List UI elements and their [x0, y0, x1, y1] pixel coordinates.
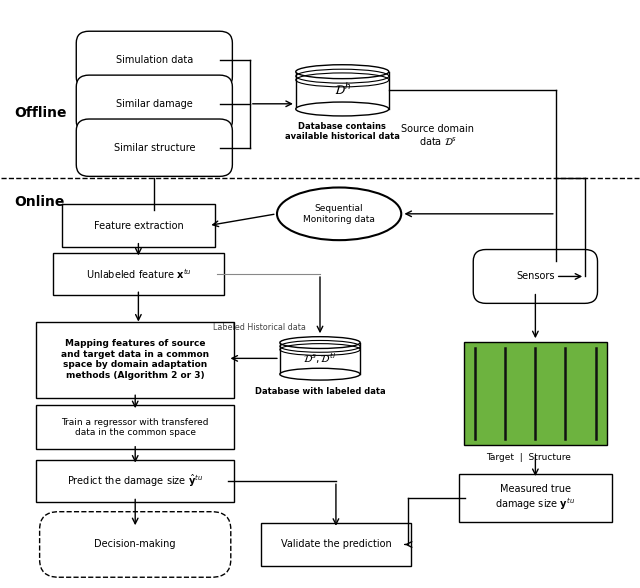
Text: Database with labeled data: Database with labeled data: [255, 387, 385, 396]
Text: Predict the damage size $\hat{\mathbf{y}}^{tu}$: Predict the damage size $\hat{\mathbf{y}…: [67, 473, 204, 489]
Ellipse shape: [277, 188, 401, 240]
Text: Similar structure: Similar structure: [113, 143, 195, 153]
Text: Measured true
damage size $\mathbf{y}^{tu}$: Measured true damage size $\mathbf{y}^{t…: [495, 483, 575, 512]
FancyBboxPatch shape: [36, 460, 234, 502]
FancyBboxPatch shape: [36, 406, 234, 449]
Text: Offline: Offline: [14, 106, 67, 119]
Text: Train a regressor with transfered
data in the common space: Train a regressor with transfered data i…: [61, 417, 209, 437]
Text: Online: Online: [14, 195, 65, 209]
FancyBboxPatch shape: [62, 205, 215, 246]
Text: Unlabeled feature $\mathbf{x}^{tu}$: Unlabeled feature $\mathbf{x}^{tu}$: [86, 267, 191, 281]
Ellipse shape: [296, 65, 389, 79]
FancyBboxPatch shape: [76, 75, 232, 132]
Text: Similar damage: Similar damage: [116, 99, 193, 109]
FancyBboxPatch shape: [40, 512, 231, 577]
Bar: [296, 72, 389, 109]
FancyBboxPatch shape: [473, 249, 598, 303]
Text: Labeled Historical data: Labeled Historical data: [213, 323, 306, 332]
FancyBboxPatch shape: [36, 322, 234, 397]
FancyBboxPatch shape: [261, 523, 411, 566]
Text: Sequential
Monitoring data: Sequential Monitoring data: [303, 204, 375, 223]
Text: Simulation data: Simulation data: [116, 55, 193, 65]
Ellipse shape: [296, 102, 389, 116]
Text: Feature extraction: Feature extraction: [93, 220, 183, 230]
FancyBboxPatch shape: [76, 119, 232, 176]
Text: Decision-making: Decision-making: [95, 539, 176, 549]
Text: $\mathcal{D}^s, \mathcal{D}^{tl}$: $\mathcal{D}^s, \mathcal{D}^{tl}$: [303, 351, 337, 366]
Text: Sensors: Sensors: [516, 272, 555, 282]
Text: Source domain
data $\mathcal{D}^s$: Source domain data $\mathcal{D}^s$: [401, 123, 474, 148]
Bar: [464, 342, 607, 445]
FancyBboxPatch shape: [53, 253, 224, 295]
Text: Database contains
available historical data: Database contains available historical d…: [285, 122, 400, 141]
Ellipse shape: [280, 337, 360, 349]
FancyBboxPatch shape: [459, 474, 612, 522]
Bar: [280, 343, 360, 374]
Ellipse shape: [280, 368, 360, 380]
Text: Mapping features of source
and target data in a common
space by domain adaptatio: Mapping features of source and target da…: [61, 339, 209, 380]
FancyBboxPatch shape: [76, 31, 232, 89]
Text: Target  |  Structure: Target | Structure: [486, 453, 572, 463]
Text: $\mathcal{D}^h$: $\mathcal{D}^h$: [333, 82, 351, 98]
Text: Validate the prediction: Validate the prediction: [280, 539, 391, 549]
